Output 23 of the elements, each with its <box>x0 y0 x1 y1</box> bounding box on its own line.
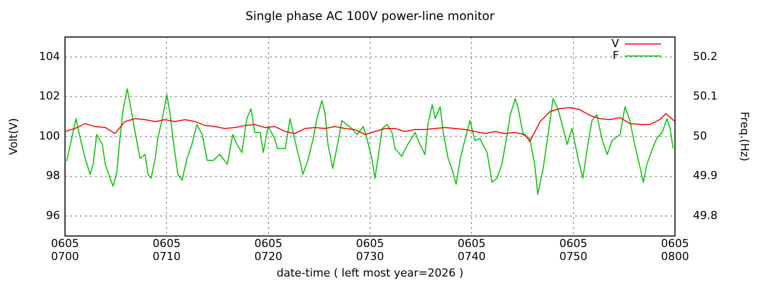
y2-tick-label: 50 <box>693 129 707 142</box>
y-axis-title: Volt(V) <box>7 118 20 155</box>
y2-tick-label: 49.8 <box>693 208 718 222</box>
x-tick-label: 0605 0720 <box>254 237 282 263</box>
y-tick-label: 96 <box>46 208 60 222</box>
x-tick-label: 0605 0750 <box>559 237 588 263</box>
legend-label: V <box>611 36 620 50</box>
x-tick-label: 0605 0740 <box>458 237 486 263</box>
legend-label: F <box>612 48 619 62</box>
y-tick-label: 98 <box>46 169 60 182</box>
y-tick-label: 104 <box>39 50 60 63</box>
x-tick-label: 0605 0730 <box>356 237 384 263</box>
y2-tick-label: 49.9 <box>693 169 718 182</box>
y2-tick-label: 50.1 <box>693 90 718 103</box>
x-axis-title: date-time ( left most year=2026 ) <box>276 266 464 280</box>
chart-title: Single phase AC 100V power-line monitor <box>246 9 495 24</box>
y2-tick-label: 50.2 <box>693 50 718 63</box>
y2-axis-title: Freq.(Hz) <box>738 112 751 162</box>
x-tick-label: 0605 0800 <box>661 237 689 263</box>
x-tick-label: 0605 0710 <box>152 237 181 263</box>
x-tick-label: 0605 0700 <box>51 237 79 263</box>
y-tick-label: 100 <box>39 129 60 142</box>
y-tick-label: 102 <box>39 90 60 103</box>
